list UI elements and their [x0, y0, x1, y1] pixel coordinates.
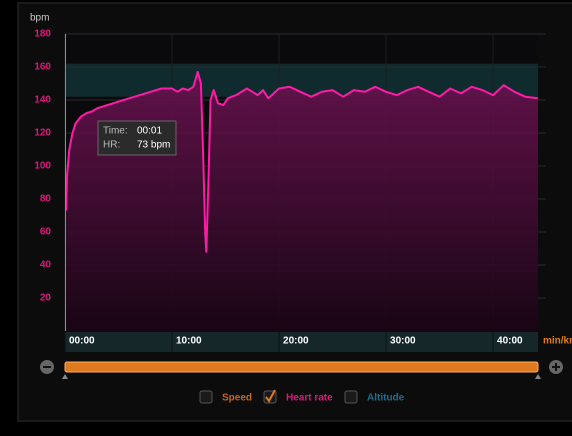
- tooltip-label: Time:: [103, 126, 128, 137]
- legend-label[interactable]: Heart rate: [286, 393, 333, 404]
- y-tick-label: 180: [34, 29, 51, 40]
- y-tick-label: 60: [40, 227, 52, 238]
- check-mark: [265, 389, 276, 403]
- legend-label[interactable]: Speed: [222, 393, 252, 404]
- x-tick-label: 10:00: [176, 336, 202, 347]
- x-tick-label: 20:00: [283, 336, 309, 347]
- range-slider[interactable]: [64, 361, 539, 373]
- y-tick-label: 80: [40, 194, 52, 205]
- target-zone: [65, 63, 538, 97]
- y-tick-label: 20: [40, 293, 52, 304]
- x-tick-label: 00:00: [69, 336, 95, 347]
- y-tick-label: 40: [40, 260, 52, 271]
- legend-checkbox[interactable]: [344, 390, 358, 404]
- line: [65, 70, 539, 253]
- y-tick-label: 160: [34, 62, 51, 73]
- legend-label[interactable]: Altitude: [367, 393, 405, 404]
- area: [66, 71, 539, 332]
- y-tick-label: 140: [34, 95, 51, 106]
- x-unit: min/km: [543, 336, 572, 347]
- x-tick-label: 40:00: [497, 336, 523, 347]
- x-tick-label: 30:00: [390, 336, 416, 347]
- legend-checkbox[interactable]: [199, 390, 213, 404]
- tooltip-label: HR:: [103, 140, 120, 151]
- tooltip: [97, 120, 177, 156]
- x-axis-band: [65, 332, 538, 352]
- y-axis-label: bpm: [30, 13, 49, 24]
- y-tick-label: 100: [34, 161, 51, 172]
- y-tick-label: 120: [34, 128, 51, 139]
- tooltip-value: 00:01: [137, 126, 162, 137]
- tooltip-value: 73 bpm: [137, 140, 170, 151]
